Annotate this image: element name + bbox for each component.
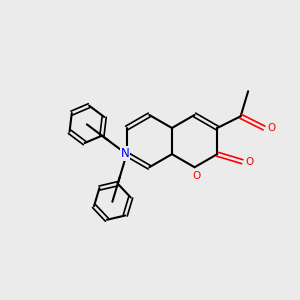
Text: O: O	[246, 157, 254, 167]
Text: N: N	[121, 147, 130, 160]
Text: O: O	[192, 171, 200, 181]
Text: O: O	[268, 123, 276, 133]
